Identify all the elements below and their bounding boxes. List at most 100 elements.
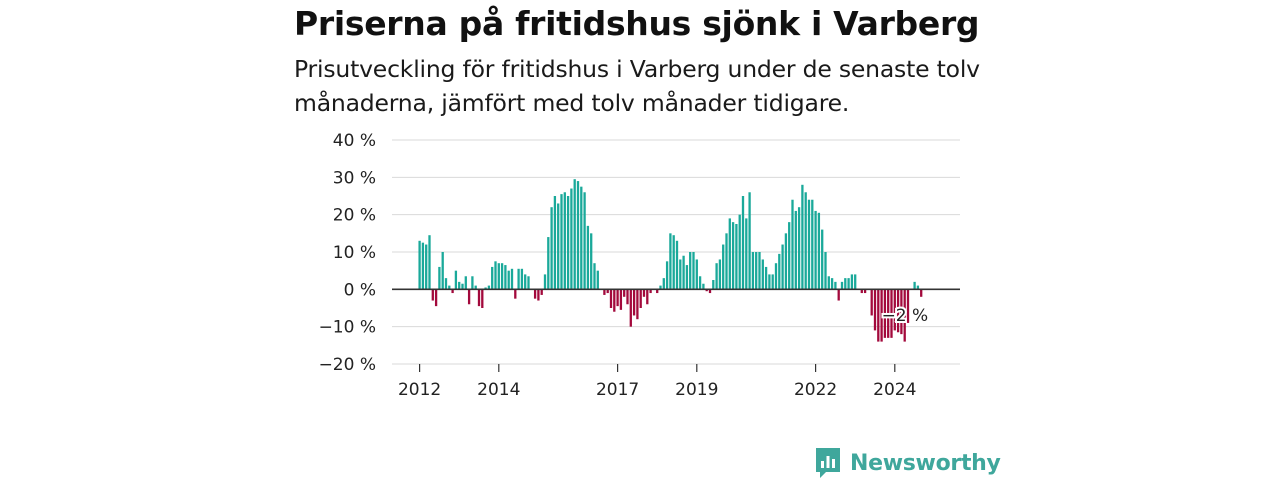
bar xyxy=(764,266,768,290)
bar xyxy=(900,289,903,335)
bar xyxy=(603,289,606,295)
bar xyxy=(768,274,771,290)
bar xyxy=(860,289,863,294)
bar xyxy=(504,265,507,290)
bar xyxy=(844,278,847,290)
bar xyxy=(461,283,464,290)
newsworthy-logo[interactable]: Newsworthy xyxy=(814,446,1001,480)
bar xyxy=(834,281,837,290)
bar xyxy=(735,224,738,290)
bar xyxy=(751,252,755,290)
bar xyxy=(807,199,811,290)
bar xyxy=(593,263,596,290)
y-tick-label: 30 % xyxy=(333,168,376,188)
bar xyxy=(619,289,623,310)
bar xyxy=(550,207,553,290)
bar xyxy=(632,289,636,316)
bar xyxy=(609,289,613,308)
bar xyxy=(715,263,718,290)
bar xyxy=(606,289,609,294)
bar xyxy=(467,289,471,305)
bar xyxy=(863,289,867,294)
bar xyxy=(527,276,530,290)
bar xyxy=(702,283,705,290)
x-tick-label: 2022 xyxy=(794,380,837,400)
y-tick-label: 0 % xyxy=(344,280,376,300)
bar xyxy=(847,278,850,290)
bar xyxy=(563,192,566,290)
bar xyxy=(590,233,593,290)
bar xyxy=(840,281,844,290)
bar xyxy=(873,289,877,331)
bar xyxy=(788,222,791,290)
x-tick-label: 2012 xyxy=(398,380,441,400)
bar xyxy=(824,252,827,290)
last-value-label: −2 % xyxy=(882,306,929,326)
bar xyxy=(791,199,794,290)
bar xyxy=(566,196,570,290)
bar xyxy=(784,233,788,290)
bar xyxy=(669,233,672,290)
bar xyxy=(675,240,679,290)
bar xyxy=(580,186,583,290)
bar xyxy=(794,210,797,290)
bar xyxy=(804,192,807,290)
bar xyxy=(837,289,840,301)
bar xyxy=(685,265,689,290)
bar xyxy=(728,218,731,290)
bar xyxy=(444,278,448,290)
bar xyxy=(471,276,474,290)
bar xyxy=(431,289,434,301)
bar xyxy=(477,289,481,307)
bar xyxy=(880,289,883,342)
bar xyxy=(814,210,817,290)
bar xyxy=(642,289,646,297)
bar xyxy=(745,218,748,290)
bar xyxy=(718,259,722,290)
bar xyxy=(821,229,824,290)
bar xyxy=(441,252,444,290)
bar xyxy=(646,289,649,305)
x-tick-label: 2019 xyxy=(675,380,718,400)
bar xyxy=(665,261,669,290)
x-tick-label: 2024 xyxy=(873,380,916,400)
bar xyxy=(553,196,557,290)
bar xyxy=(491,266,494,290)
bar xyxy=(659,285,662,290)
bar xyxy=(725,233,728,290)
x-axis: 2012 2014 2017 2019 2022 2024 xyxy=(398,364,916,400)
bar xyxy=(797,207,801,290)
bar xyxy=(708,289,712,294)
bar xyxy=(748,192,751,290)
bar-chart: 40 %30 %20 %10 %0 %−10 %−20 % 2012 2014 20… xyxy=(319,131,960,400)
y-tick-label: 20 % xyxy=(333,206,376,226)
bar xyxy=(494,261,497,290)
bar xyxy=(616,289,619,307)
bar xyxy=(893,289,896,331)
y-tick-label: −20 % xyxy=(319,355,376,375)
bar xyxy=(557,203,560,290)
bar xyxy=(662,278,665,290)
brand-name: Newsworthy xyxy=(850,450,1001,476)
bar xyxy=(916,285,920,290)
bar xyxy=(672,235,675,290)
bar xyxy=(573,179,576,290)
bar xyxy=(636,289,639,320)
bar xyxy=(421,242,425,290)
bar xyxy=(896,289,900,333)
chart-title: Priserna på fritidshus sjönk i Varberg xyxy=(294,4,980,43)
bar xyxy=(801,184,804,290)
bar xyxy=(537,289,540,301)
bar xyxy=(698,276,702,290)
bar xyxy=(817,212,821,290)
bar xyxy=(484,287,487,290)
bar xyxy=(520,268,524,290)
bar xyxy=(596,270,599,290)
bar xyxy=(448,285,451,290)
y-tick-label: −10 % xyxy=(319,318,376,338)
bar xyxy=(524,274,527,290)
bar xyxy=(689,252,692,290)
bar xyxy=(533,289,537,299)
bar xyxy=(514,289,517,299)
bar xyxy=(712,280,715,290)
